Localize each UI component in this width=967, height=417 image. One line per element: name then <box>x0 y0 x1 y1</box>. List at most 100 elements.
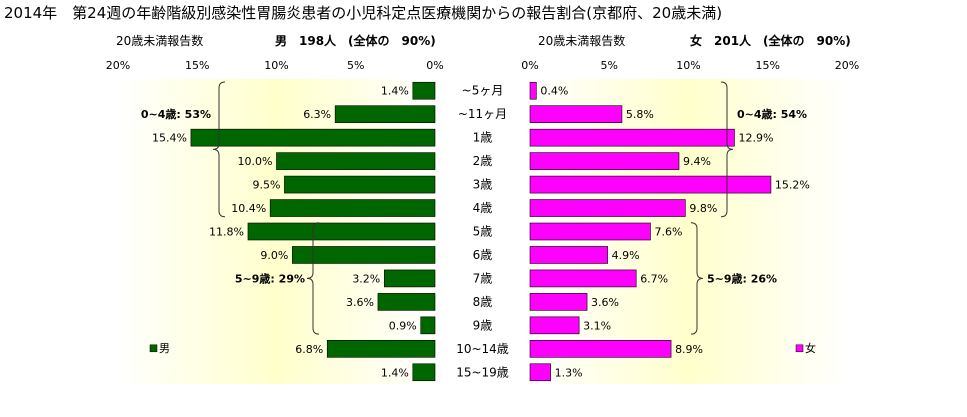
female-bar <box>529 199 686 217</box>
right-x-tick-label: 10% <box>676 59 700 72</box>
male-age-group-bracket <box>212 81 226 218</box>
left-x-tick-label: 20% <box>106 59 130 72</box>
female-legend-swatch <box>795 344 804 353</box>
female-bar <box>529 81 537 100</box>
age-category-label: 6歳 <box>473 248 493 262</box>
left-subtitle-total: 男 198人 (全体の 90%) <box>275 33 436 48</box>
male-legend-swatch <box>149 344 158 353</box>
chart-title: 2014年 第24週の年齢階級別感染性胃腸炎患者の小児科定点医療機関からの報告割… <box>4 4 722 22</box>
female-bar-value-label: 3.1% <box>583 319 611 332</box>
age-category-label: 10~14歳 <box>456 342 509 356</box>
female-bar-value-label: 15.2% <box>775 179 810 192</box>
female-bar <box>529 316 580 335</box>
female-bar <box>529 175 772 194</box>
right-subtitle-count-label: 20歳未満報告数 <box>538 33 625 48</box>
age-category-labels: ~5ヶ月 ~11ヶ月 1歳 2歳 3歳 4歳 5歳 6歳 7歳 8歳 9歳 10~14歳 15~19歳 <box>456 84 509 380</box>
male-bar <box>247 222 436 241</box>
female-age-group-annotation: 5~9歳: 26% <box>707 271 777 285</box>
age-category-label: 5歳 <box>473 225 493 239</box>
female-bar <box>529 222 651 241</box>
female-age-group-annotation: 0~4歳: 54% <box>737 107 807 121</box>
right-x-tick-label: 20% <box>835 59 859 72</box>
female-bar-value-label: 1.3% <box>555 366 583 379</box>
age-category-label: 2歳 <box>473 154 493 168</box>
female-bar-value-label: 5.8% <box>626 108 654 121</box>
male-bar-value-label: 6.8% <box>295 343 323 356</box>
age-category-label: ~11ヶ月 <box>458 107 507 121</box>
female-bar-value-label: 12.9% <box>738 132 773 145</box>
female-legend-label: 女 <box>805 341 816 355</box>
female-bar <box>529 293 588 311</box>
age-category-label: 3歳 <box>473 178 493 192</box>
female-bar-value-label: 6.7% <box>640 272 668 285</box>
age-group-brackets: 0~4歳: 53% 5~9歳: 29% 0~4歳: 54% 5~9歳: 26% <box>141 81 807 335</box>
right-subtitle-total: 女 201人 (全体の 90%) <box>690 33 851 48</box>
male-bar-value-label: 0.9% <box>389 319 417 332</box>
left-x-tick-label: 10% <box>264 59 288 72</box>
female-age-group-bracket <box>690 222 704 335</box>
right-x-tick-label: 15% <box>756 59 780 72</box>
male-bar-value-label: 1.4% <box>381 366 409 379</box>
male-bar <box>276 152 436 170</box>
male-bar-value-label: 3.6% <box>346 296 374 309</box>
right-axis-ticks: 0% 5% 10% 15% 20% <box>521 59 859 72</box>
female-bar <box>529 363 551 382</box>
female-bar <box>529 105 623 123</box>
female-bar-value-label: 0.4% <box>540 85 568 98</box>
female-bar <box>529 152 680 170</box>
female-bar-value-label: 3.6% <box>591 296 619 309</box>
male-bar-value-label: 10.0% <box>238 155 273 168</box>
female-bar <box>529 246 608 264</box>
right-x-tick-label: 5% <box>601 59 618 72</box>
left-x-tick-label: 15% <box>185 59 209 72</box>
male-bar <box>269 199 436 217</box>
female-bar-value-label: 9.8% <box>689 202 717 215</box>
male-bar <box>377 293 436 311</box>
male-bar <box>326 340 436 358</box>
female-bar-value-label: 7.6% <box>654 226 682 239</box>
age-category-label: 8歳 <box>473 295 493 309</box>
male-legend-label: 男 <box>159 342 170 355</box>
left-x-tick-label: 5% <box>347 59 364 72</box>
age-category-label: 15~19歳 <box>456 365 509 379</box>
age-category-label: 4歳 <box>473 201 493 215</box>
female-bar <box>529 340 672 358</box>
female-bar <box>529 128 735 147</box>
male-bar-value-label: 10.4% <box>231 202 266 215</box>
male-bar-value-label: 9.5% <box>252 179 280 192</box>
male-bar-value-label: 6.3% <box>303 108 331 121</box>
male-bar-value-label: 3.2% <box>352 272 380 285</box>
male-bar <box>284 175 436 194</box>
female-bar <box>529 269 637 288</box>
male-age-group-bracket <box>306 222 320 335</box>
female-bars: 0.4% 5.8% 12.9% 9.4% 15.2% 9.8% 7.6% 4.9%6.7% 3.… <box>529 81 810 382</box>
male-bar <box>292 246 436 264</box>
left-subtitle-count-label: 20歳未満報告数 <box>116 33 203 48</box>
legends: 男女 <box>149 341 816 355</box>
right-x-tick-label: 0% <box>521 59 538 72</box>
female-bar-value-label: 8.9% <box>675 343 703 356</box>
male-bar <box>420 316 436 335</box>
female-bar-value-label: 9.4% <box>683 155 711 168</box>
male-bar-value-label: 15.4% <box>152 132 187 145</box>
age-category-label: 1歳 <box>473 131 493 145</box>
left-x-tick-label: 0% <box>426 59 443 72</box>
female-bar-value-label: 4.9% <box>612 249 640 262</box>
male-bar <box>412 363 436 382</box>
male-bar-value-label: 1.4% <box>381 85 409 98</box>
male-bar <box>412 81 436 100</box>
male-age-group-annotation: 5~9歳: 29% <box>235 271 305 285</box>
male-bar <box>383 269 436 288</box>
male-bar-value-label: 11.8% <box>209 226 244 239</box>
male-bar <box>190 128 436 147</box>
female-age-group-bracket <box>720 81 734 218</box>
male-bar-value-label: 9.0% <box>260 249 288 262</box>
male-bar <box>334 105 436 123</box>
left-axis-ticks: 20% 15% 10% 5% 0% <box>106 59 444 72</box>
male-bars: 1.4% 6.3% 15.4% 10.0% 9.5% 10.4% 11.8% 9.0% 3.2%… <box>152 81 436 382</box>
male-age-group-annotation: 0~4歳: 53% <box>141 107 211 121</box>
age-category-label: 9歳 <box>473 318 493 332</box>
age-category-label: ~5ヶ月 <box>462 84 504 98</box>
